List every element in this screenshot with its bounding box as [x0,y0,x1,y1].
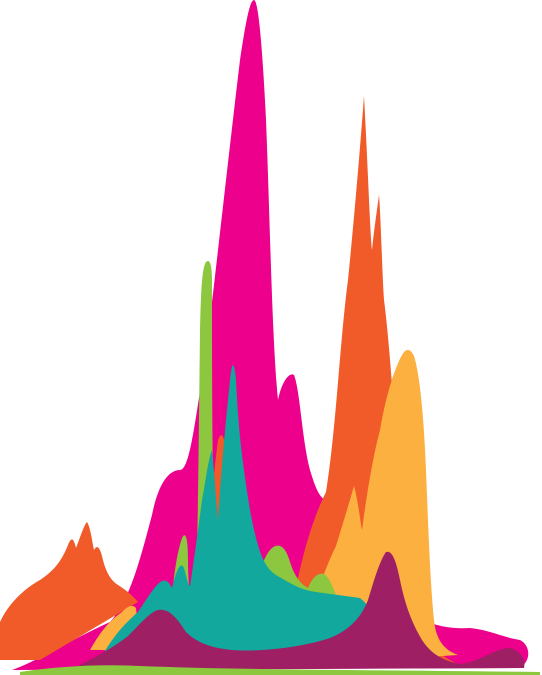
teal-middle-peak-shape [100,365,384,664]
amber-right-peak-shape [300,349,458,665]
plum-foreground-shape [70,551,525,670]
orange-center-peak-shape [290,96,470,668]
magenta-peak-shape [12,0,529,670]
orange-left-peak-shape [0,522,138,660]
lime-baseline-shape [20,665,540,675]
